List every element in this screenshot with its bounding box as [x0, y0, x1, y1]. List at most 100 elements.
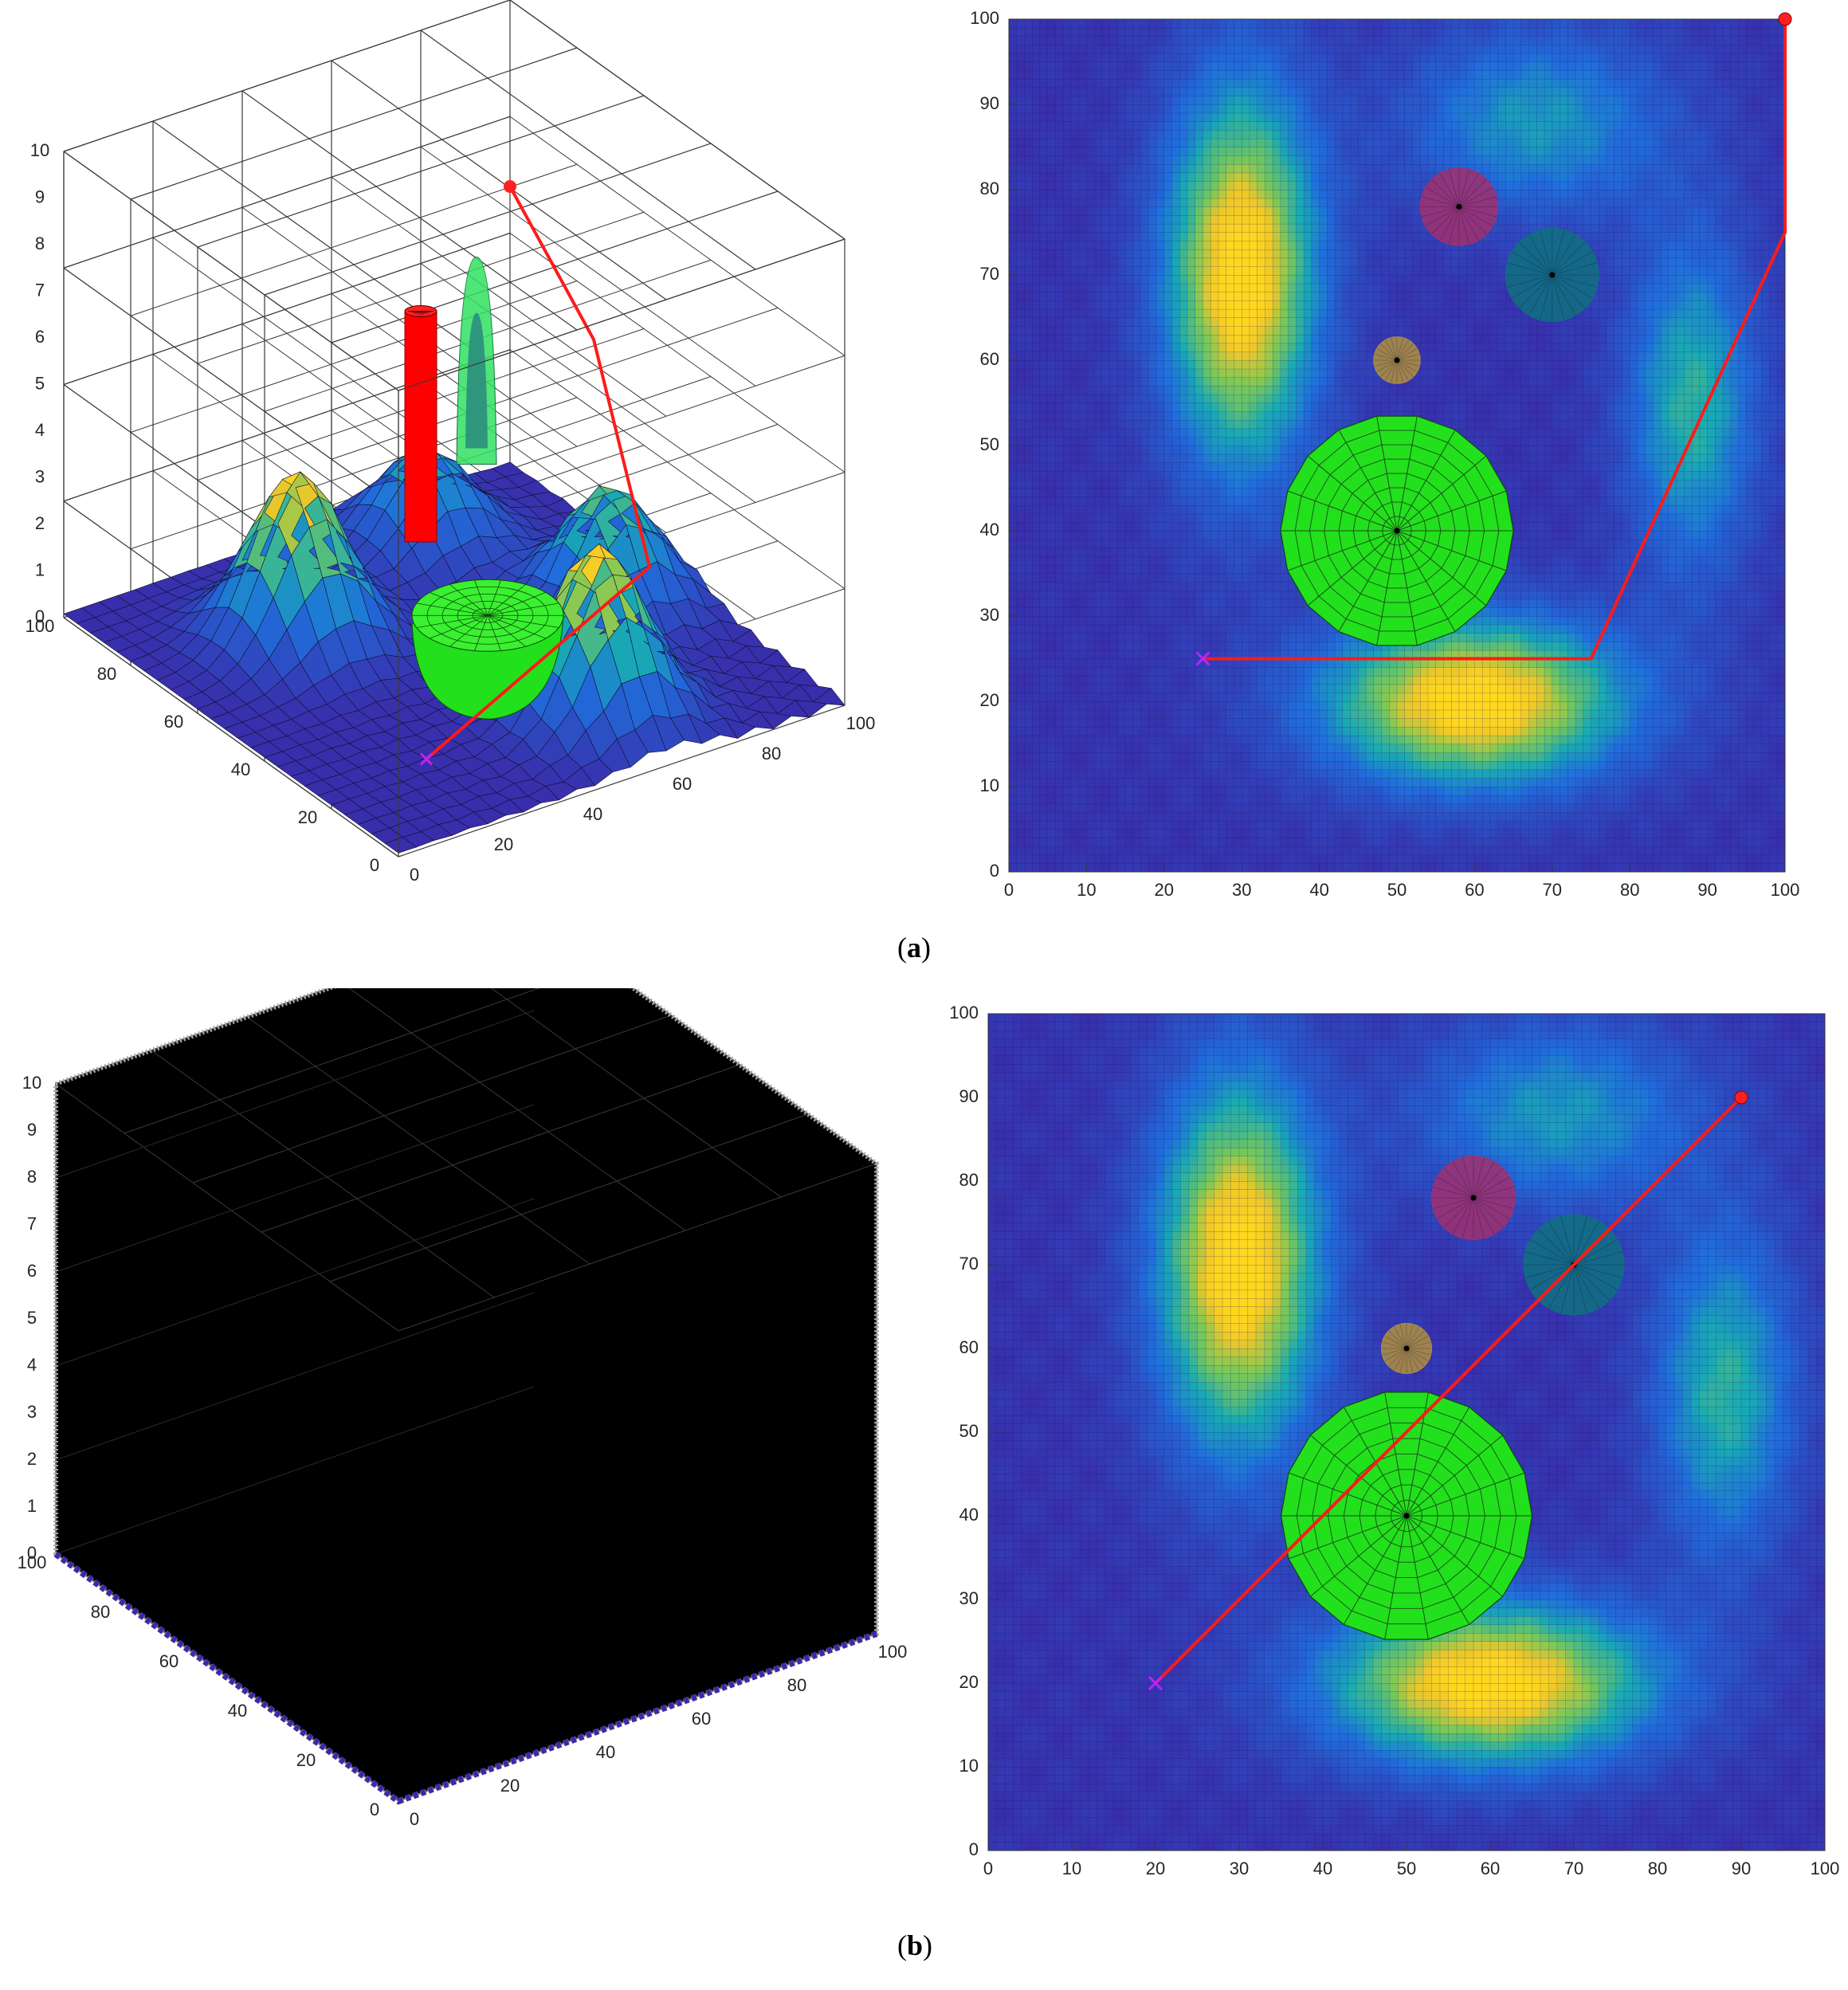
y-tick-label: 80	[980, 179, 999, 198]
x-tick-label: 0	[1004, 880, 1014, 900]
obstacle-0	[1419, 167, 1499, 246]
x-tick-label: 90	[1732, 1859, 1751, 1878]
obstacle-2	[1373, 336, 1421, 384]
panel-b-2d-heatmap-chart: 0 10 20 30 40 50 60 70 80 90 100 0 10 20 30 40 50 60 70 80 9…	[949, 1003, 1840, 1878]
y-tick-label: 90	[959, 1086, 979, 1106]
y-tick-label: 20	[296, 1750, 316, 1770]
x-tick-label: 50	[1387, 880, 1407, 900]
z-tick-label: 4	[27, 1355, 37, 1375]
obstacle-3	[1280, 415, 1514, 646]
x-tick-label: 40	[596, 1742, 615, 1762]
x-tick-label: 40	[1309, 880, 1328, 900]
y-tick-label: 60	[980, 349, 999, 369]
obstacle-2	[1381, 1323, 1432, 1374]
x-tick-label: 20	[1146, 1859, 1165, 1878]
z-tick-label: 2	[27, 1449, 37, 1469]
start-marker	[1195, 651, 1210, 666]
x-tick-label: 10	[1062, 1859, 1081, 1878]
y-tick-label: 100	[949, 1003, 979, 1022]
y-tick-label: 60	[959, 1337, 979, 1357]
box-grid	[55, 988, 877, 1555]
x-tick-label: 100	[1811, 1859, 1840, 1878]
obstacle-3	[1280, 1391, 1533, 1640]
x-tick-label: 20	[494, 834, 513, 854]
x-tick-label: 30	[1232, 880, 1251, 900]
x-tick-label: 60	[1465, 880, 1484, 900]
y-tick-label: 40	[228, 1701, 247, 1721]
x-tick-label: 40	[583, 804, 602, 824]
x-tick-label: 100	[878, 1642, 908, 1662]
y-tick-label: 40	[980, 520, 999, 540]
obstacle-dome	[411, 579, 564, 720]
y-tick-label: 70	[959, 1254, 979, 1274]
y-tick-label: 0	[370, 1800, 379, 1819]
x-tick-label: 30	[1230, 1859, 1249, 1878]
x-tick-label: 20	[1155, 880, 1174, 900]
obstacle-0	[1431, 1156, 1516, 1240]
goal-marker-3d	[504, 180, 516, 193]
obstacle-cone	[456, 256, 497, 465]
panel-a-2d-heatmap-chart: 0 10 20 30 40 50 60 70 80 90 100 0 10 20 30 40 50 60 70 80 9…	[970, 8, 1800, 900]
y-tick-label: 10	[980, 775, 999, 795]
z-tick-label: 9	[27, 1120, 37, 1140]
y-tick-label: 30	[980, 605, 999, 625]
z-tick-label: 0	[35, 606, 45, 626]
z-tick-label: 2	[35, 513, 45, 533]
obstacle-1	[1505, 228, 1599, 322]
box-edge	[398, 238, 846, 391]
x-tick-label: 20	[500, 1776, 520, 1796]
x-tick-label: 100	[1771, 880, 1800, 900]
x-tick-label: 60	[692, 1709, 711, 1729]
x-tick-label: 50	[1397, 1859, 1416, 1878]
z-tick-label: 8	[27, 1167, 37, 1187]
y-tick-label: 0	[370, 855, 379, 875]
y-tick-label: 20	[298, 807, 317, 827]
x-tick-label: 90	[1697, 880, 1717, 900]
y-tick-label: 80	[91, 1602, 110, 1622]
x-tick-label: 0	[410, 865, 419, 885]
z-tick-label: 7	[35, 280, 45, 300]
y-tick-label: 80	[959, 1170, 979, 1190]
x-tick-label: 60	[673, 774, 692, 794]
z-tick-label: 3	[35, 466, 45, 486]
y-tick-label: 0	[990, 861, 999, 881]
y-tick-label: 60	[159, 1651, 179, 1671]
y-tick-label: 60	[164, 712, 183, 732]
x-tick-label: 100	[846, 713, 876, 733]
start-marker	[1148, 1675, 1163, 1691]
y-tick-label: 100	[18, 1552, 47, 1572]
z-tick-label: 7	[27, 1214, 37, 1234]
goal-marker	[1778, 12, 1792, 26]
x-tick-label: 80	[787, 1675, 806, 1695]
z-tick-label: 6	[27, 1261, 37, 1281]
x-tick-label: 0	[983, 1859, 993, 1878]
z-tick-label: 9	[35, 186, 45, 206]
z-tick-label: 10	[30, 140, 49, 160]
z-tick-label: 1	[27, 1496, 37, 1516]
z-tick-label: 4	[35, 420, 45, 440]
z-tick-label: 10	[22, 1073, 41, 1093]
y-tick-label: 80	[97, 664, 116, 684]
x-tick-label: 0	[410, 1809, 419, 1829]
goal-marker	[1734, 1090, 1748, 1105]
x-tick-label: 10	[1077, 880, 1096, 900]
y-tick-label: 20	[980, 690, 999, 710]
y-tick-label: 10	[959, 1756, 979, 1776]
planned-path	[1154, 1096, 1743, 1685]
obstacle-cylinder	[404, 305, 437, 543]
y-tick-label: 100	[970, 8, 999, 28]
box-edge	[398, 705, 846, 858]
z-tick-label: 8	[35, 234, 45, 253]
y-tick-label: 0	[969, 1839, 979, 1859]
box-edge	[63, 617, 399, 858]
z-tick-label: 0	[27, 1543, 37, 1563]
y-tick-label: 40	[959, 1505, 979, 1525]
x-tick-label: 80	[1648, 1859, 1667, 1878]
planned-path	[1203, 19, 1787, 661]
x-tick-label: 40	[1313, 1859, 1332, 1878]
z-tick-label: 6	[35, 327, 45, 347]
y-tick-label: 90	[980, 93, 999, 113]
box-edge	[509, 0, 846, 240]
floor-edge	[53, 1551, 878, 1805]
z-tick-label: 5	[35, 373, 45, 393]
